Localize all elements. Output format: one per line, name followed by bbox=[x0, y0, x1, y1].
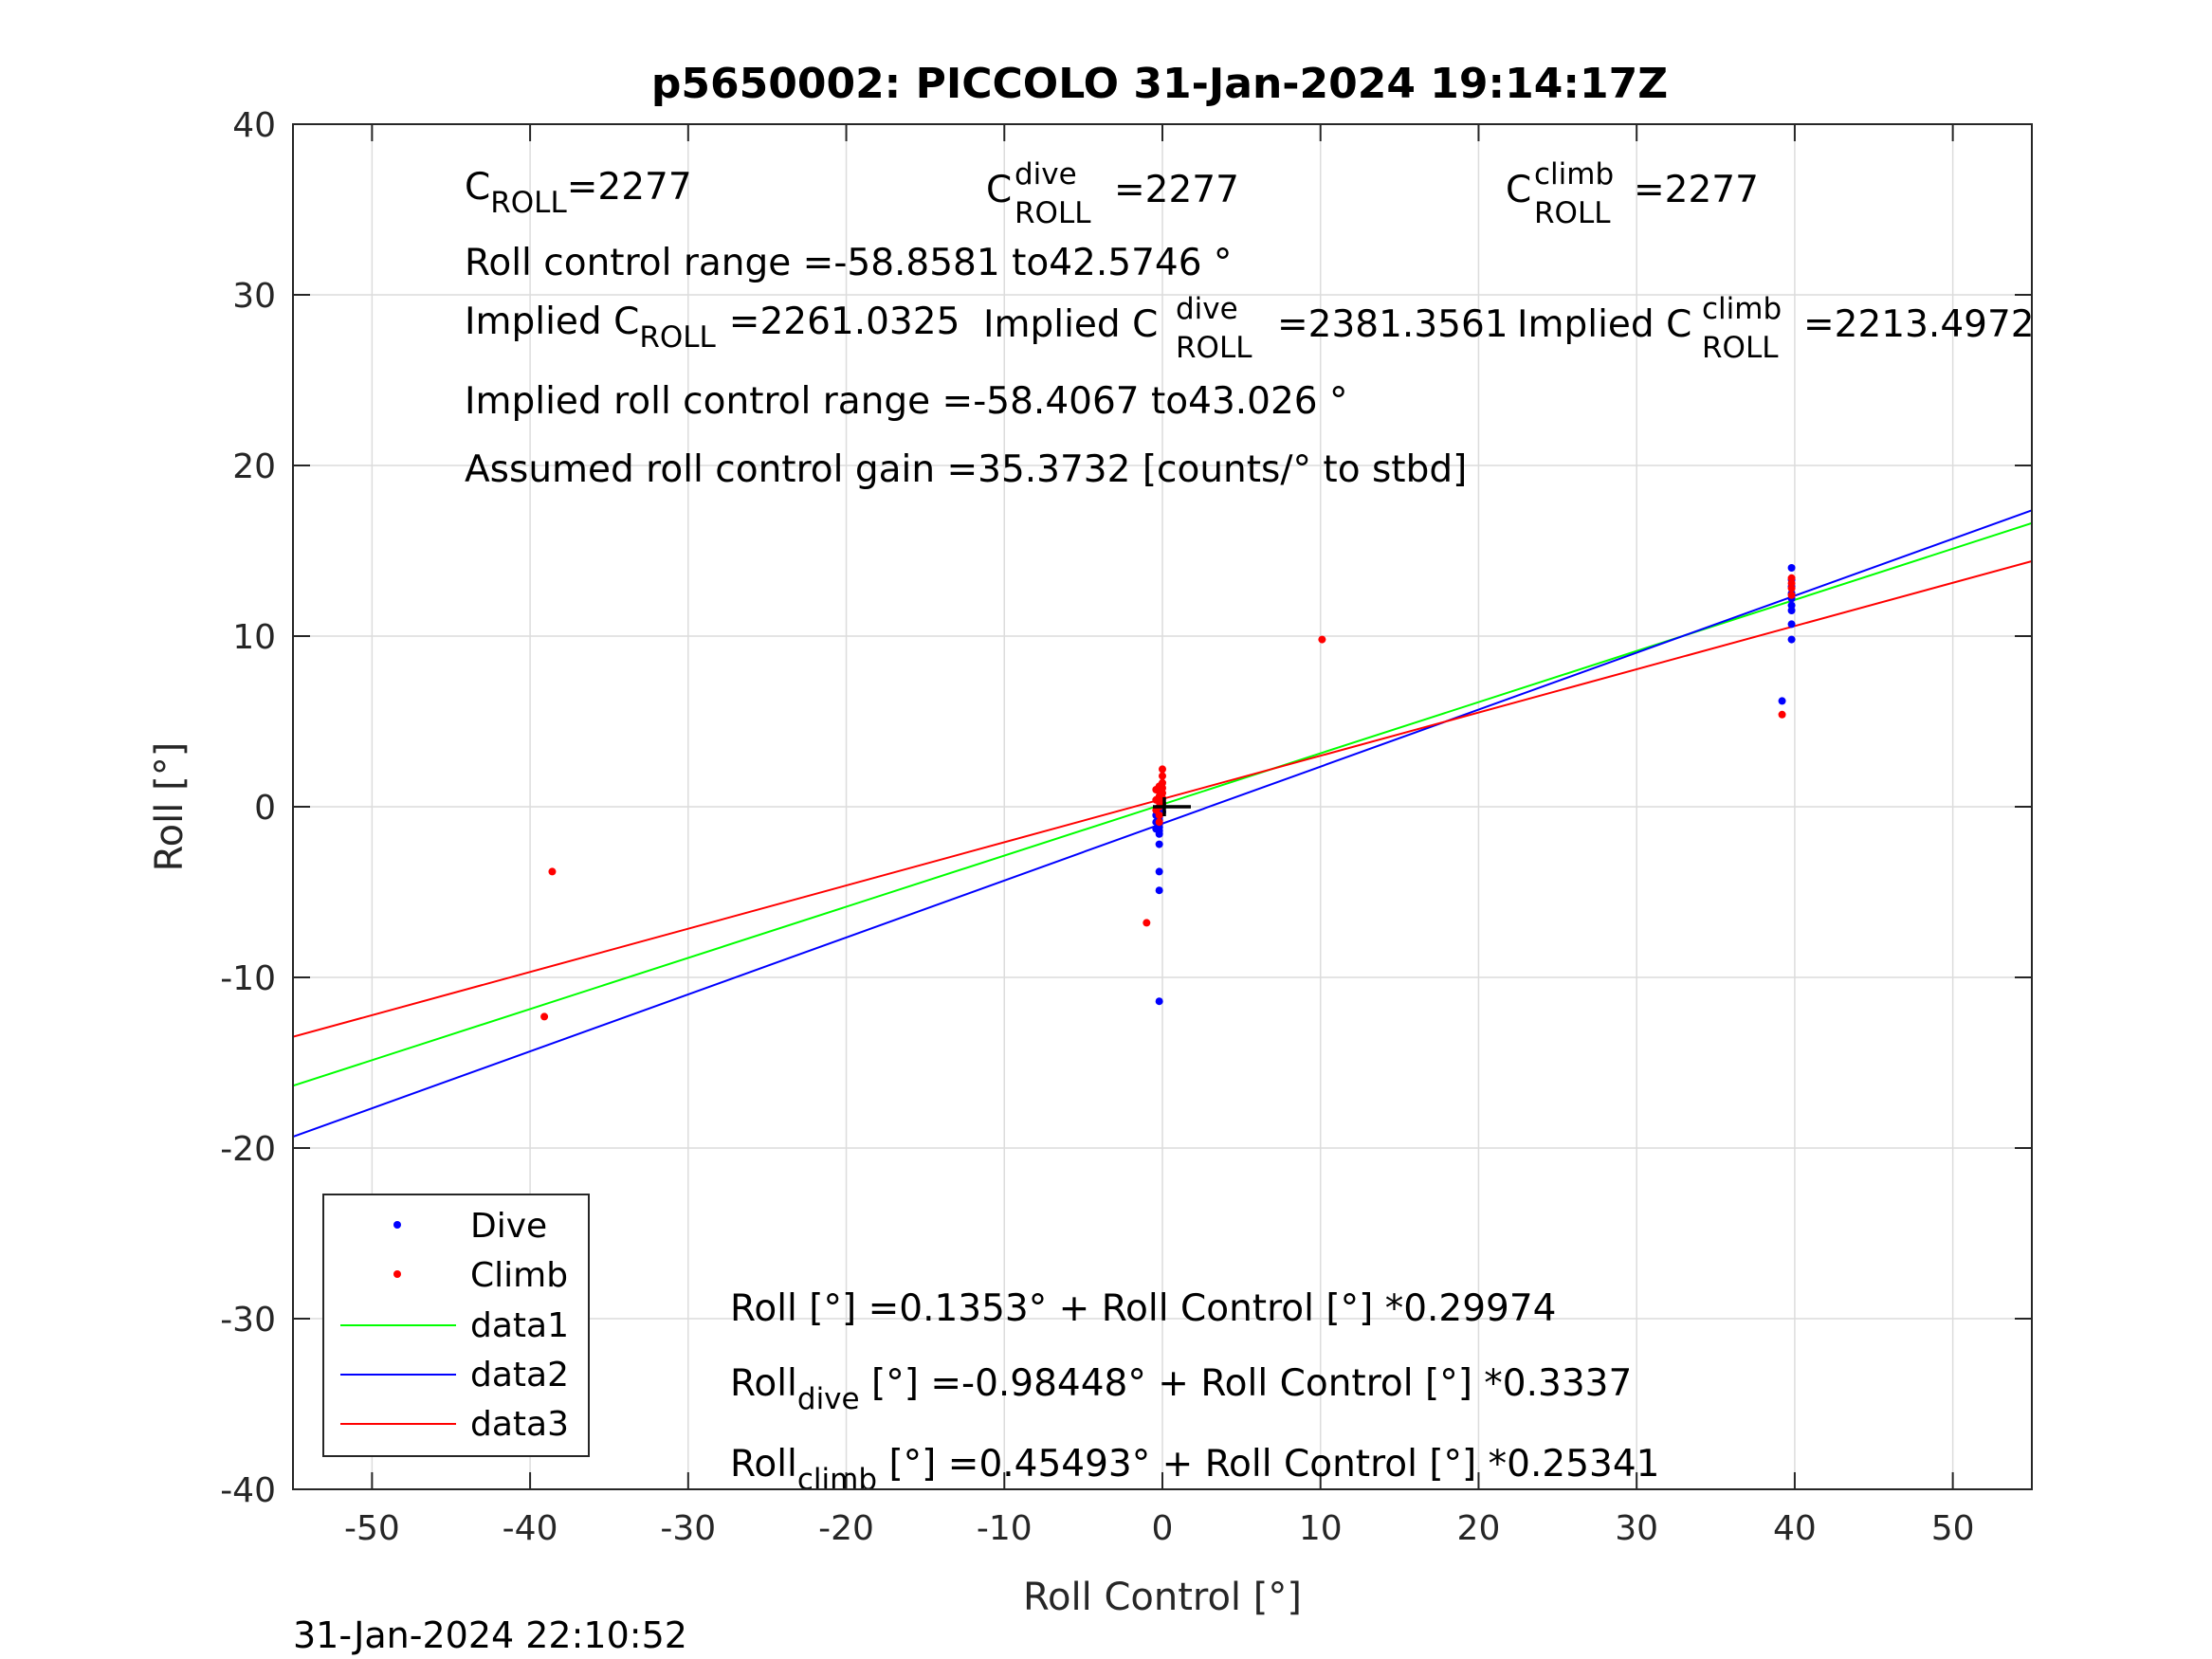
c-roll-climb-value: =2277 bbox=[1634, 169, 1759, 211]
dive-point bbox=[1155, 997, 1163, 1006]
axes-box bbox=[292, 123, 2033, 1490]
data-points bbox=[540, 564, 1796, 1021]
x-tick-label: -10 bbox=[977, 1509, 1033, 1548]
y-tick-label: 20 bbox=[232, 447, 276, 486]
implied-c-roll-climb: Implied C bbox=[1517, 303, 1691, 346]
dive-point bbox=[1155, 867, 1163, 876]
implied-c-roll-climb-sub: ROLL bbox=[1702, 331, 1779, 365]
implied-roll-control-range: Implied roll control range =-58.4067 to4… bbox=[465, 380, 1348, 423]
dive-point bbox=[1155, 886, 1163, 895]
c-roll-dive-sub: ROLL bbox=[1015, 196, 1091, 230]
x-tick-label: 50 bbox=[1931, 1509, 1975, 1548]
x-tick-label: -40 bbox=[503, 1509, 558, 1548]
climb-point bbox=[540, 1012, 549, 1021]
climb-point bbox=[1778, 710, 1786, 719]
climb-point bbox=[1159, 765, 1166, 774]
y-tick-label: 30 bbox=[232, 277, 276, 316]
c-roll-annotation: CROLL=2277 bbox=[465, 166, 692, 220]
climb-point bbox=[1787, 584, 1796, 592]
y-tick-label: 40 bbox=[232, 106, 276, 145]
implied-c-roll-dive-sub: ROLL bbox=[1176, 331, 1252, 365]
ticks: -50 -40 -30 -20 -10 0 10 20 30 40 50 -40 -30 -20 -10 0 1… bbox=[220, 106, 2032, 1548]
x-tick-label: 20 bbox=[1457, 1509, 1501, 1548]
legend-climb-marker bbox=[393, 1270, 401, 1278]
y-tick-label: 0 bbox=[254, 789, 276, 828]
c-roll-climb-sub: ROLL bbox=[1534, 196, 1611, 230]
y-tick-label: -30 bbox=[220, 1301, 276, 1340]
y-tick-label: -10 bbox=[220, 959, 276, 998]
c-roll-climb-annotation: C bbox=[1506, 169, 1531, 211]
footer-timestamp: 31-Jan-2024 22:10:52 bbox=[293, 1614, 687, 1656]
climb-point bbox=[548, 867, 557, 876]
c-roll-climb-sup: climb bbox=[1534, 157, 1614, 191]
legend-data3-label: data3 bbox=[470, 1405, 569, 1444]
dive-point bbox=[1155, 840, 1163, 848]
x-tick-label: 30 bbox=[1615, 1509, 1658, 1548]
fit-equation-dive: Rolldive [°] =-0.98448° + Roll Control [… bbox=[730, 1362, 1632, 1416]
climb-point bbox=[1318, 635, 1326, 644]
x-tick-label: -50 bbox=[344, 1509, 400, 1548]
implied-c-roll-dive-sup: dive bbox=[1176, 292, 1238, 326]
legend-climb-label: Climb bbox=[470, 1256, 568, 1295]
dive-point bbox=[1787, 607, 1796, 614]
implied-c-roll-dive: Implied C bbox=[983, 303, 1158, 346]
legend-data2-label: data2 bbox=[470, 1356, 569, 1395]
dive-point bbox=[1787, 564, 1796, 572]
roll-control-range: Roll control range =-58.8581 to42.5746 ° bbox=[465, 242, 1232, 284]
climb-point bbox=[1155, 811, 1163, 819]
climb-point bbox=[1143, 919, 1151, 927]
x-axis-label: Roll Control [°] bbox=[1023, 1576, 1302, 1619]
x-tick-label: 40 bbox=[1773, 1509, 1817, 1548]
legend: Dive Climb data1 data2 data3 bbox=[322, 1194, 590, 1457]
y-tick-label: -20 bbox=[220, 1130, 276, 1169]
implied-c-roll-climb-sup: climb bbox=[1702, 292, 1782, 326]
dive-point bbox=[1787, 620, 1796, 629]
legend-dive-label: Dive bbox=[470, 1207, 547, 1246]
x-tick-label: -30 bbox=[660, 1509, 716, 1548]
c-roll-dive-annotation: C bbox=[986, 169, 1012, 211]
x-tick-label: -20 bbox=[818, 1509, 874, 1548]
implied-c-roll-climb-value: =2213.4972 bbox=[1803, 303, 2035, 346]
dive-point bbox=[1778, 697, 1786, 705]
y-tick-label: 10 bbox=[232, 618, 276, 657]
chart-title: p5650002: PICCOLO 31-Jan-2024 19:14:17Z bbox=[651, 60, 1668, 108]
legend-dive-marker bbox=[393, 1221, 401, 1229]
fit-equation-climb: Rollclimb [°] =0.45493° + Roll Control [… bbox=[730, 1443, 1659, 1497]
x-tick-label: 0 bbox=[1152, 1509, 1174, 1548]
dive-point bbox=[1787, 635, 1796, 644]
assumed-roll-control-gain: Assumed roll control gain =35.3732 [coun… bbox=[465, 448, 1467, 491]
climb-point bbox=[1152, 786, 1161, 793]
climb-point bbox=[1155, 818, 1163, 827]
dive-point bbox=[1152, 825, 1161, 833]
y-axis-label: Roll [°] bbox=[148, 742, 192, 872]
climb-point bbox=[1787, 591, 1796, 599]
annotations: CROLL=2277 C dive ROLL =2277 C climb ROL… bbox=[465, 157, 2035, 1497]
climb-point bbox=[1152, 795, 1161, 804]
implied-c-roll-dive-value: =2381.3561 bbox=[1277, 303, 1508, 346]
legend-data1-label: data1 bbox=[470, 1306, 569, 1345]
origin-marker bbox=[1153, 797, 1192, 816]
c-roll-dive-value: =2277 bbox=[1114, 169, 1239, 211]
implied-c-roll: Implied CROLL =2261.0325 bbox=[465, 301, 960, 355]
c-roll-dive-sup: dive bbox=[1015, 157, 1077, 191]
fit-equation-all: Roll [°] =0.1353° + Roll Control [°] *0.… bbox=[730, 1287, 1556, 1330]
climb-point bbox=[1159, 772, 1166, 780]
x-tick-label: 10 bbox=[1299, 1509, 1343, 1548]
y-tick-label: -40 bbox=[220, 1471, 276, 1510]
